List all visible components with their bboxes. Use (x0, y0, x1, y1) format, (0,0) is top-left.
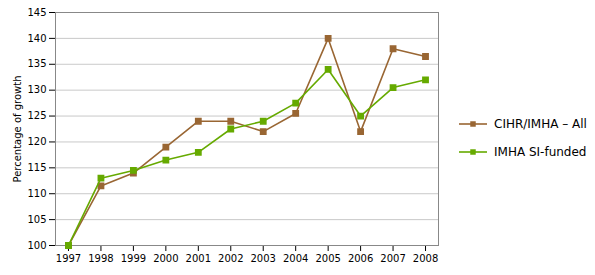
svg-text:1999: 1999 (121, 253, 146, 264)
svg-text:2005: 2005 (315, 253, 340, 264)
svg-text:1997: 1997 (56, 253, 81, 264)
svg-text:2000: 2000 (153, 253, 178, 264)
html-text:CIHR/IMHA – All: CIHR/IMHA – All (494, 116, 587, 131)
svg-text:125: 125 (27, 110, 46, 121)
svg-text:105: 105 (27, 214, 46, 225)
svg-text:1998: 1998 (88, 253, 113, 264)
svg-text:115: 115 (27, 162, 46, 173)
svg-text:2008: 2008 (413, 253, 438, 264)
svg-text:Percentage of growth: Percentage of growth (12, 75, 23, 182)
svg-text:2004: 2004 (283, 253, 308, 264)
svg-text:130: 130 (27, 84, 46, 95)
html-text:IMHA SI-funded: IMHA SI-funded (494, 144, 587, 159)
svg-text:2001: 2001 (186, 253, 211, 264)
svg-text:110: 110 (27, 188, 46, 199)
svg-text:100: 100 (27, 240, 46, 251)
svg-text:140: 140 (27, 33, 46, 44)
svg-text:135: 135 (27, 58, 46, 69)
svg-text:2007: 2007 (380, 253, 405, 264)
svg-text:120: 120 (27, 136, 46, 147)
svg-text:2003: 2003 (251, 253, 276, 264)
svg-text:145: 145 (27, 7, 46, 18)
svg-text:2006: 2006 (348, 253, 373, 264)
svg-text:2002: 2002 (218, 253, 243, 264)
